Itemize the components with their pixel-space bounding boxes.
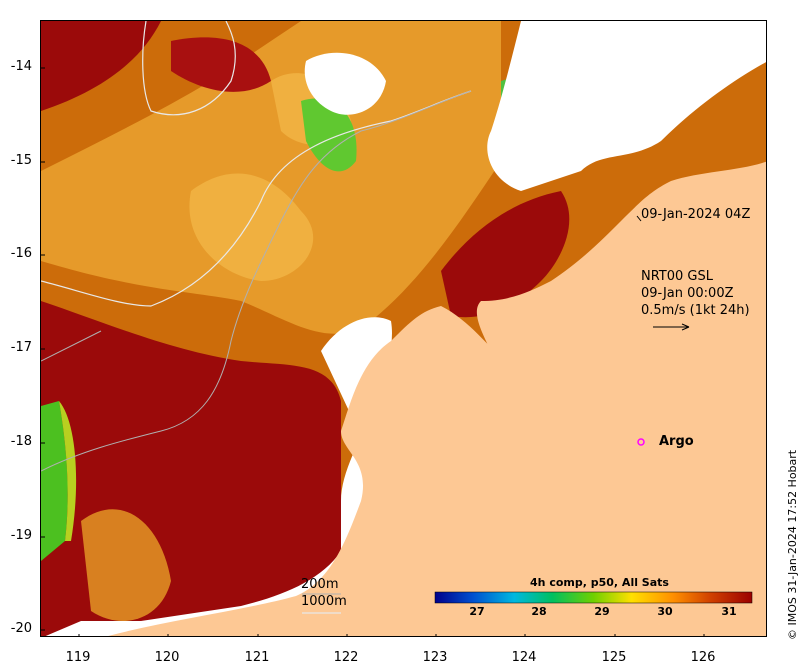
- sst-field-cool: [59, 401, 77, 541]
- credit-text: © IMOS 31-Jan-2024 17:52 Hobart: [786, 449, 799, 640]
- image-time-label: 09-Jan-2024 04Z: [641, 207, 751, 222]
- lat-tick-label: -14: [10, 59, 32, 74]
- lat-tick-label: -15: [10, 153, 32, 168]
- cloud-mask: [487, 21, 766, 191]
- axis-ticks: [41, 67, 705, 636]
- isobath-1000m-contour: [142, 21, 236, 116]
- scale-vector-label: 0.5m/s (1kt 24h): [641, 303, 750, 318]
- lon-tick-label: 126: [690, 650, 716, 665]
- colorbar-label: 30: [657, 605, 673, 618]
- isobath-200m-label: 200m: [301, 577, 339, 592]
- land-mass: [108, 161, 766, 636]
- argo-label: Argo: [659, 434, 694, 449]
- lat-tick-label: -17: [10, 340, 32, 355]
- scale-vector-arrowhead: [681, 323, 690, 331]
- cloud-mask: [304, 52, 386, 115]
- cloud-mask: [45, 317, 392, 636]
- lon-tick-label: 120: [154, 650, 180, 665]
- lon-tick-label: 122: [333, 650, 359, 665]
- time-label-leader: [636, 215, 642, 222]
- sst-field-hot: [41, 21, 161, 111]
- lat-tick-label: -19: [10, 528, 32, 543]
- sst-map-panel: [40, 20, 767, 637]
- sst-field-hot: [441, 191, 570, 318]
- colorbar-title: 4h comp, p50, All Sats: [530, 576, 669, 589]
- isobath-200m-contour: [41, 90, 472, 472]
- sst-field-cool: [301, 98, 357, 172]
- lat-tick-label: -20: [10, 621, 32, 636]
- current-source-label: NRT00 GSL: [641, 269, 713, 284]
- sst-field-cool: [41, 401, 68, 561]
- sst-field-hot: [171, 37, 271, 92]
- lon-tick-label: 125: [601, 650, 627, 665]
- lon-tick-label: 119: [65, 650, 91, 665]
- colorbar-label: 29: [594, 605, 610, 618]
- lon-tick-label: 121: [244, 650, 270, 665]
- colorbar-label: 31: [721, 605, 737, 618]
- colorbar-label: 28: [531, 605, 547, 618]
- colorbar-label: 27: [469, 605, 485, 618]
- lon-tick-label: 124: [511, 650, 537, 665]
- sst-field-light: [189, 173, 314, 281]
- colorbar: [434, 591, 753, 604]
- lon-tick-label: 123: [422, 650, 448, 665]
- lat-tick-label: -18: [10, 434, 32, 449]
- lat-tick-label: -16: [10, 246, 32, 261]
- sst-field-mid: [41, 21, 501, 334]
- current-time-label: 09-Jan 00:00Z: [641, 286, 734, 301]
- argo-float-marker: [637, 438, 645, 446]
- sst-field-orange: [81, 509, 171, 621]
- isobath-1000m-label: 1000m: [301, 594, 347, 609]
- isobath-200m-contour: [41, 330, 102, 362]
- sst-map: [41, 21, 766, 636]
